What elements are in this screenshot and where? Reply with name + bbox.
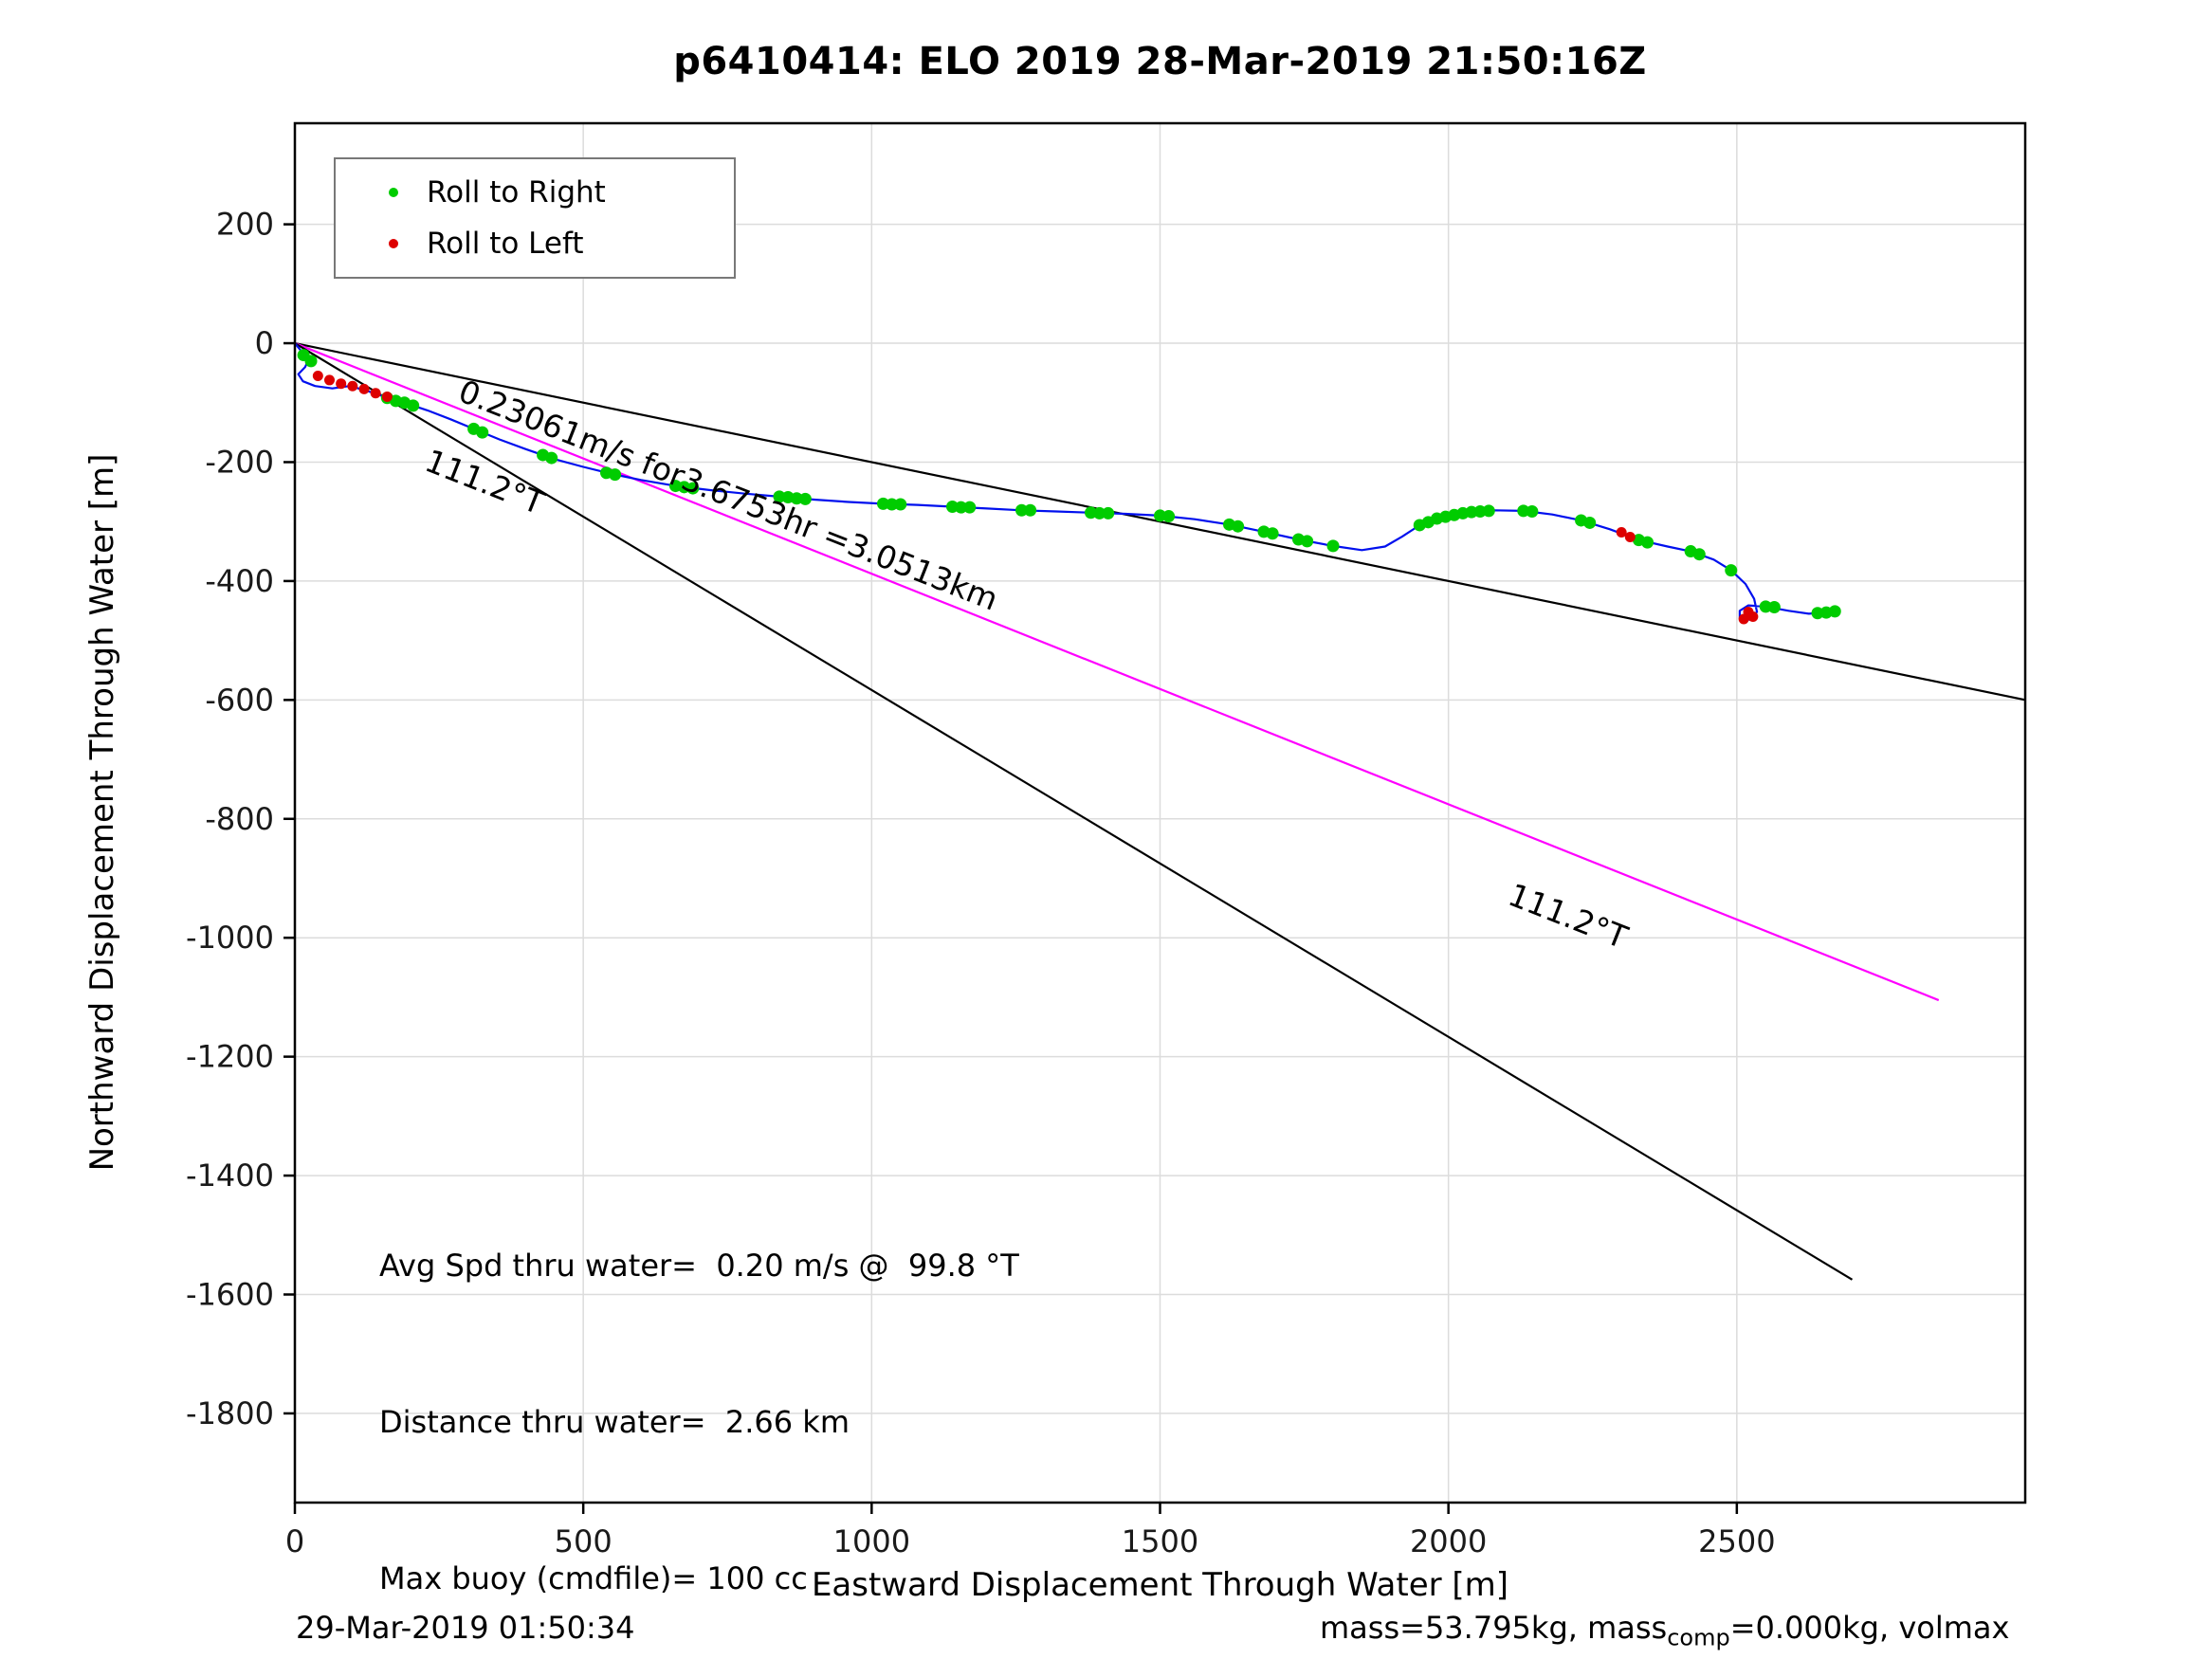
x-tick-label: 1000 <box>833 1523 910 1559</box>
y-tick-label: -200 <box>205 444 274 480</box>
legend-box: Roll to Right Roll to Left <box>334 157 736 279</box>
stat-max-buoy: Max buoy (cmdfile)= 100 cc <box>379 1560 808 1596</box>
x-tick-label: 2000 <box>1410 1523 1487 1559</box>
y-axis-ticks: 200 0 -200 -400 -600 -800 -1000 -1200 -1400 -1600… <box>186 207 295 1431</box>
y-tick-label: -1000 <box>186 920 274 956</box>
plot-timestamp: 29-Mar-2019 01:50:34 <box>296 1610 635 1646</box>
roll-left-dots <box>312 371 1759 625</box>
legend-label-roll-right: Roll to Right <box>427 175 606 210</box>
x-tick-label: 1500 <box>1122 1523 1198 1559</box>
roll-left-dot-icon <box>389 239 398 248</box>
x-axis-label: Eastward Displacement Through Water [m] <box>811 1566 1509 1604</box>
y-tick-label: -1800 <box>186 1395 274 1431</box>
y-tick-label: -1400 <box>186 1158 274 1194</box>
x-tick-label: 500 <box>555 1523 612 1559</box>
annotations: 0.23061m/s for3.6753hr =3.0513km111.2°T1… <box>420 373 1634 957</box>
legend-label-roll-left: Roll to Left <box>427 227 584 261</box>
x-tick-label: 0 <box>285 1523 304 1559</box>
mass-info-text: mass=53.795kg, masscomp=0.000kg, volmax <box>1320 1610 2009 1650</box>
mass-text-suffix: =0.000kg, volmax <box>1729 1610 2010 1646</box>
chart-title: p6410414: ELO 2019 28-Mar-2019 21:50:16Z <box>673 40 1647 83</box>
y-tick-label: -1600 <box>186 1276 274 1312</box>
bearing-line <box>294 342 1940 1002</box>
annotation-text: 111.2°T <box>1504 876 1634 957</box>
mass-text-prefix: mass=53.795kg, mass <box>1320 1610 1668 1646</box>
y-tick-label: 200 <box>216 207 274 243</box>
y-tick-label: -1200 <box>186 1039 274 1075</box>
stat-avg-speed: Avg Spd thru water= 0.20 m/s @ 99.8 °T <box>379 1248 1019 1284</box>
y-tick-label: 0 <box>255 325 274 361</box>
legend-item-roll-left: Roll to Left <box>336 218 734 269</box>
glide-slope-line <box>294 342 1854 1281</box>
mass-text-subscript: comp <box>1667 1624 1730 1651</box>
stats-text-block: Avg Spd thru water= 0.20 m/s @ 99.8 °T D… <box>379 1136 1019 1659</box>
stat-distance: Distance thru water= 2.66 km <box>379 1404 850 1440</box>
y-tick-label: -600 <box>205 682 274 718</box>
x-tick-label: 2500 <box>1698 1523 1775 1559</box>
roll-right-dot-icon <box>389 188 398 197</box>
y-tick-label: -800 <box>205 801 274 837</box>
y-axis-label: Northward Displacement Through Water [m] <box>83 453 121 1172</box>
y-tick-label: -400 <box>205 563 274 599</box>
x-axis-ticks: 0 500 1000 1500 2000 2500 <box>285 1503 1776 1559</box>
roll-right-dots <box>297 349 1841 620</box>
legend-item-roll-right: Roll to Right <box>336 167 734 218</box>
annotation-text: 111.2°T <box>420 442 550 522</box>
grid-lines <box>294 123 2025 1503</box>
